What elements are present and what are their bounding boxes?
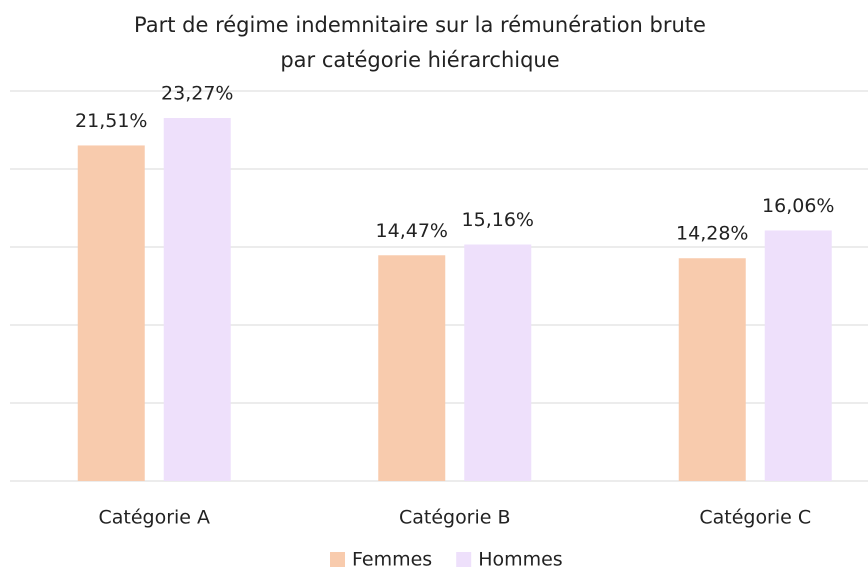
- data-label: 14,47%: [376, 220, 448, 242]
- legend-label: Femmes: [352, 549, 432, 571]
- chart-title: par catégorie hiérarchique: [280, 48, 559, 72]
- bar: [764, 230, 832, 481]
- x-tick-label: Catégorie C: [699, 507, 811, 529]
- bar: [378, 255, 446, 481]
- data-label: 16,06%: [762, 195, 834, 217]
- legend-swatch: [330, 552, 345, 567]
- bar: [678, 258, 746, 481]
- data-label: 23,27%: [161, 82, 233, 104]
- data-label: 21,51%: [75, 110, 147, 132]
- bar: [77, 145, 145, 481]
- chart-title: Part de régime indemnitaire sur la rémun…: [134, 13, 706, 37]
- legend-swatch: [456, 552, 472, 567]
- bar: [464, 244, 532, 481]
- bar: [163, 117, 231, 481]
- data-label: 14,28%: [676, 223, 748, 245]
- data-label: 15,16%: [462, 209, 534, 231]
- legend-label: Hommes: [478, 549, 563, 571]
- x-tick-label: Catégorie B: [399, 507, 511, 529]
- x-tick-label: Catégorie A: [98, 507, 210, 529]
